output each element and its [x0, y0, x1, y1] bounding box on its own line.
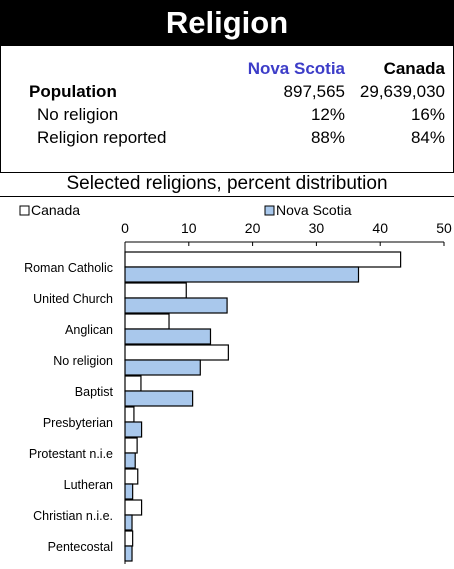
- bar-nova-scotia-pentecostal: [124, 545, 133, 562]
- summary-row-label: No religion: [37, 105, 119, 124]
- summary-nova-scotia-value: 897,565: [283, 82, 345, 101]
- bar-nova-scotia-no-religion: [124, 359, 201, 376]
- legend-label-canada: Canada: [31, 202, 80, 218]
- category-label: Protestant n.i.e: [29, 447, 113, 461]
- bar-canada-presbyterian: [124, 406, 135, 423]
- section-divider: [0, 172, 454, 173]
- category-label: United Church: [33, 292, 113, 306]
- bar-nova-scotia-presbyterian: [124, 421, 143, 438]
- x-tick-label: 30: [309, 220, 325, 236]
- x-tick-label: 10: [181, 220, 197, 236]
- page-title: Religion: [0, 0, 454, 46]
- population-summary: Nova Scotia Canada Population 897,565 29…: [0, 46, 454, 172]
- summary-row-no-religion: No religion 12% 16%: [1, 105, 454, 127]
- summary-canada-value: 29,639,030: [359, 82, 445, 101]
- summary-row-label: Religion reported: [37, 128, 167, 147]
- bar-canada-roman-catholic: [124, 251, 402, 268]
- bar-canada-united-church: [124, 282, 187, 299]
- summary-nova-scotia-value: 88%: [310, 128, 345, 147]
- chart-svg: Canada Nova Scotia 0 10 20 30 40 50 Roman Cathol…: [19, 202, 452, 564]
- bar-canada-christian-n-i-e: [124, 499, 143, 516]
- nova-scotia-column-header: Nova Scotia: [247, 59, 345, 78]
- bar-nova-scotia-united-church: [124, 297, 228, 314]
- summary-row-religion-reported: Religion reported 88% 84%: [1, 128, 454, 150]
- summary-row-label: Population: [29, 82, 117, 101]
- chart-title: Selected religions, percent distribution: [0, 173, 454, 197]
- bar-nova-scotia-baptist: [124, 390, 194, 407]
- x-tick-label: 0: [121, 220, 129, 236]
- summary-nova-scotia-value: 12%: [310, 105, 345, 124]
- bar-nova-scotia-protestant-n-i-e: [124, 452, 136, 469]
- bar-canada-protestant-n-i-e: [124, 437, 138, 454]
- summary-canada-value: 84%: [410, 128, 445, 147]
- bar-canada-pentecostal: [124, 530, 134, 547]
- category-label: Pentecostal: [48, 540, 113, 554]
- bar-nova-scotia-lutheran: [124, 483, 134, 500]
- x-tick-label: 50: [436, 220, 452, 236]
- category-label: Christian n.i.e.: [33, 509, 113, 523]
- bar-canada-no-religion: [124, 344, 229, 361]
- canada-column-header: Canada: [383, 59, 445, 78]
- category-label: No religion: [53, 354, 113, 368]
- category-label: Baptist: [75, 385, 114, 399]
- legend-swatch-nova-scotia: [264, 205, 275, 216]
- legend-swatch-canada: [19, 205, 30, 216]
- summary-row-population: Population 897,565 29,639,030: [1, 82, 454, 104]
- category-label: Presbyterian: [43, 416, 113, 430]
- bar-nova-scotia-anglican: [124, 328, 212, 345]
- summary-canada-value: 16%: [410, 105, 445, 124]
- category-label: Anglican: [65, 323, 113, 337]
- category-label: Roman Catholic: [24, 261, 113, 275]
- religion-bar-chart: Canada Nova Scotia 0 10 20 30 40 50 Roman Cathol…: [0, 197, 454, 564]
- bar-canada-anglican: [124, 313, 170, 330]
- x-tick-label: 40: [372, 220, 388, 236]
- category-label: Lutheran: [64, 478, 113, 492]
- bar-nova-scotia-roman-catholic: [124, 266, 360, 283]
- bar-canada-lutheran: [124, 468, 139, 485]
- summary-header-row: Nova Scotia Canada: [1, 59, 454, 81]
- legend-label-nova-scotia: Nova Scotia: [276, 202, 352, 218]
- bar-nova-scotia-christian-n-i-e: [124, 514, 133, 531]
- bar-canada-baptist: [124, 375, 142, 392]
- x-tick-label: 20: [245, 220, 261, 236]
